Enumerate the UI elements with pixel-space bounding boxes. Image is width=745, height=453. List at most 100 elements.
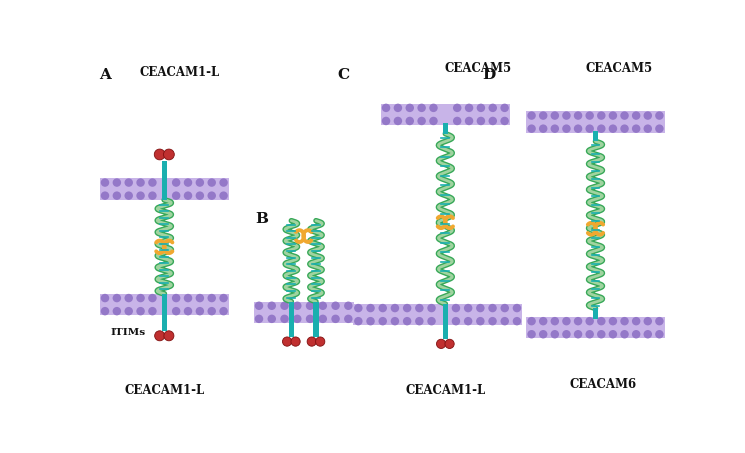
Circle shape [280, 302, 289, 310]
Circle shape [562, 330, 571, 338]
Circle shape [219, 192, 228, 200]
Circle shape [208, 294, 216, 302]
Text: CEACAM1-L: CEACAM1-L [139, 66, 220, 79]
Circle shape [405, 117, 414, 125]
Circle shape [196, 307, 204, 315]
Circle shape [101, 307, 110, 315]
Circle shape [282, 337, 292, 346]
Circle shape [403, 304, 411, 312]
Bar [526, 317, 665, 338]
Circle shape [655, 125, 664, 133]
Bar [314, 302, 319, 323]
Circle shape [112, 192, 121, 200]
Circle shape [136, 307, 145, 315]
Circle shape [488, 317, 497, 325]
Circle shape [184, 307, 192, 315]
Circle shape [513, 304, 522, 312]
Circle shape [196, 192, 204, 200]
Circle shape [632, 111, 641, 120]
Circle shape [476, 304, 484, 312]
Circle shape [319, 302, 327, 310]
Circle shape [655, 111, 664, 120]
Circle shape [354, 317, 363, 325]
Circle shape [393, 104, 402, 112]
Circle shape [465, 117, 473, 125]
Circle shape [465, 104, 473, 112]
Circle shape [305, 302, 314, 310]
Circle shape [632, 330, 641, 338]
Circle shape [551, 111, 559, 120]
Circle shape [367, 304, 375, 312]
Text: CEACAM5: CEACAM5 [585, 62, 652, 75]
Circle shape [136, 178, 145, 187]
Circle shape [644, 330, 652, 338]
Circle shape [644, 317, 652, 325]
Circle shape [381, 104, 390, 112]
Circle shape [621, 111, 629, 120]
Circle shape [154, 149, 165, 160]
Circle shape [415, 317, 424, 325]
Circle shape [609, 111, 617, 120]
Circle shape [597, 111, 606, 120]
Circle shape [574, 111, 583, 120]
Circle shape [527, 317, 536, 325]
Circle shape [501, 317, 509, 325]
Circle shape [527, 125, 536, 133]
Circle shape [539, 330, 548, 338]
Circle shape [574, 317, 583, 325]
Circle shape [415, 304, 424, 312]
Circle shape [527, 111, 536, 120]
Circle shape [148, 294, 156, 302]
Circle shape [655, 317, 664, 325]
Circle shape [464, 304, 472, 312]
Bar [443, 325, 448, 339]
Circle shape [632, 317, 641, 325]
Circle shape [405, 104, 414, 112]
Bar [314, 323, 319, 337]
Circle shape [112, 294, 121, 302]
Text: B: B [255, 212, 268, 226]
Circle shape [562, 317, 571, 325]
Text: CEACAM1-L: CEACAM1-L [124, 384, 204, 397]
Circle shape [489, 104, 497, 112]
Circle shape [101, 178, 110, 187]
Bar [253, 302, 354, 323]
Circle shape [476, 317, 484, 325]
Circle shape [586, 330, 594, 338]
Circle shape [381, 117, 390, 125]
Circle shape [609, 317, 617, 325]
Circle shape [184, 192, 192, 200]
Circle shape [655, 330, 664, 338]
Circle shape [124, 178, 133, 187]
Circle shape [280, 315, 289, 323]
Circle shape [428, 304, 436, 312]
Circle shape [378, 304, 387, 312]
Bar [162, 161, 167, 178]
Circle shape [451, 304, 460, 312]
Circle shape [417, 117, 426, 125]
Circle shape [574, 125, 583, 133]
Circle shape [267, 302, 276, 310]
Circle shape [501, 104, 509, 112]
Circle shape [319, 315, 327, 323]
Bar [593, 130, 598, 141]
Circle shape [489, 117, 497, 125]
Circle shape [539, 125, 548, 133]
Circle shape [539, 317, 548, 325]
Circle shape [621, 330, 629, 338]
Circle shape [184, 178, 192, 187]
Circle shape [586, 111, 594, 120]
Circle shape [305, 315, 314, 323]
Circle shape [208, 307, 216, 315]
Circle shape [291, 337, 300, 346]
Circle shape [316, 337, 325, 346]
Circle shape [429, 104, 438, 112]
Bar [100, 178, 229, 200]
Circle shape [428, 317, 436, 325]
Text: CEACAM5: CEACAM5 [444, 62, 511, 75]
Circle shape [453, 104, 461, 112]
Circle shape [172, 294, 180, 302]
Circle shape [172, 178, 180, 187]
Circle shape [332, 315, 340, 323]
Circle shape [136, 192, 145, 200]
